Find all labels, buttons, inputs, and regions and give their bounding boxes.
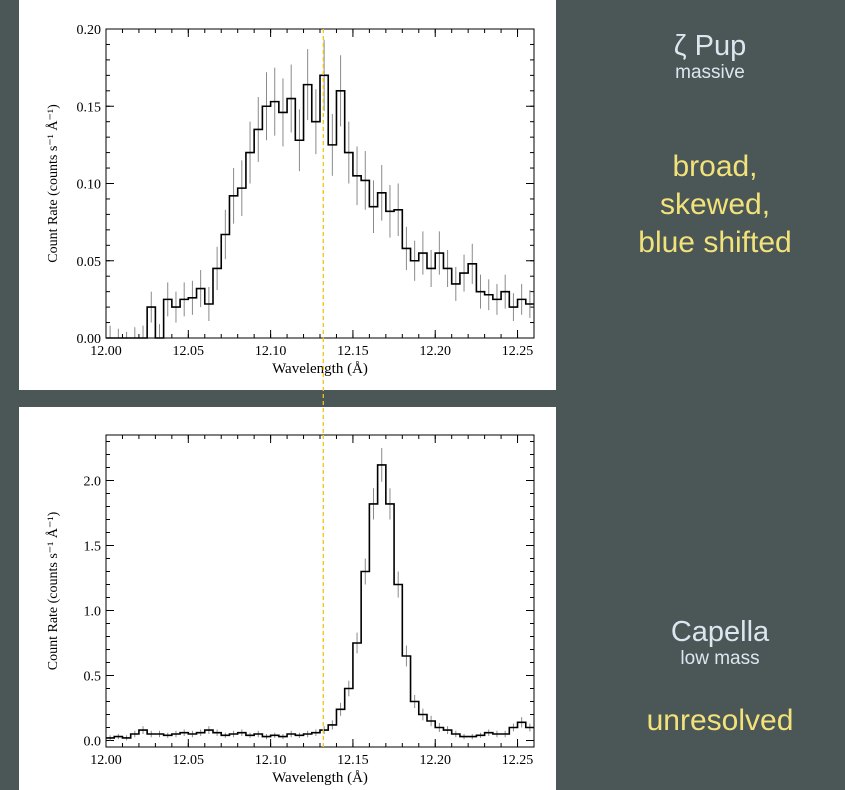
x-axis-label: Wavelength (Å) [272,770,368,786]
x-tick-label: 12.25 [502,753,534,768]
bottom-star-name: Capella [670,616,770,648]
top-star-name: ζ Pup [673,30,747,62]
capella-spectrum-line [106,464,534,739]
top-desc-line-3: blue shifted [638,226,792,259]
top-description: broad, skewed, blue shifted [600,148,830,262]
x-tick-label: 12.10 [255,753,287,768]
capella-plot-frame [105,434,535,748]
y-tick-label: 1.5 [84,540,102,555]
y-tick-label: 0.0 [84,735,102,750]
y-tick-label: 0.20 [77,23,102,38]
y-tick-label: 0.15 [77,100,102,115]
x-tick-label: 12.20 [419,344,451,359]
y-tick-label: 0.00 [77,332,102,347]
capella-chart-panel: 12.00 12.05 12.10 12.15 12.20 12.25 0.0 0.5 1.0 1… [19,407,556,790]
zeta-pup-spectrum-line [106,74,534,339]
x-tick-label: 12.00 [90,344,122,359]
zeta-pup-chart: 12.00 12.05 12.10 12.15 12.20 12.25 0.00 0.05 0.… [45,23,535,377]
x-tick-label: 12.05 [173,753,205,768]
y-axis-label: Count Rate (counts s⁻¹ Å⁻¹) [45,511,61,670]
top-desc-line-1: broad, [672,150,758,183]
y-tick-label: 2.0 [84,475,102,490]
x-tick-label: 12.10 [255,344,287,359]
y-axis-label: Count Rate (counts s⁻¹ Å⁻¹) [45,104,61,263]
bottom-description: unresolved [630,702,810,740]
y-tick-label: 0.5 [84,670,102,685]
bottom-desc: unresolved [646,704,794,737]
top-star-class: massive [675,62,745,83]
top-desc-line-2: skewed, [659,188,771,221]
bottom-star-label: Capella low mass [630,616,810,670]
x-tick-label: 12.15 [337,344,369,359]
y-tick-label: 0.10 [77,178,102,193]
x-tick-label: 12.00 [90,753,122,768]
y-tick-label: 1.0 [84,605,102,620]
x-tick-label: 12.20 [419,753,451,768]
x-tick-label: 12.25 [502,344,534,359]
zeta-pup-chart-panel: 12.00 12.05 12.10 12.15 12.20 12.25 0.00 0.05 0.… [19,0,556,390]
top-star-label: ζ Pup massive [620,30,800,84]
capella-chart: 12.00 12.05 12.10 12.15 12.20 12.25 0.0 0.5 1.0 1… [45,434,535,786]
bottom-star-class: low mass [680,648,760,669]
x-tick-label: 12.15 [337,753,369,768]
x-tick-label: 12.05 [173,344,205,359]
x-axis-label: Wavelength (Å) [272,361,368,377]
y-tick-label: 0.05 [77,255,102,270]
